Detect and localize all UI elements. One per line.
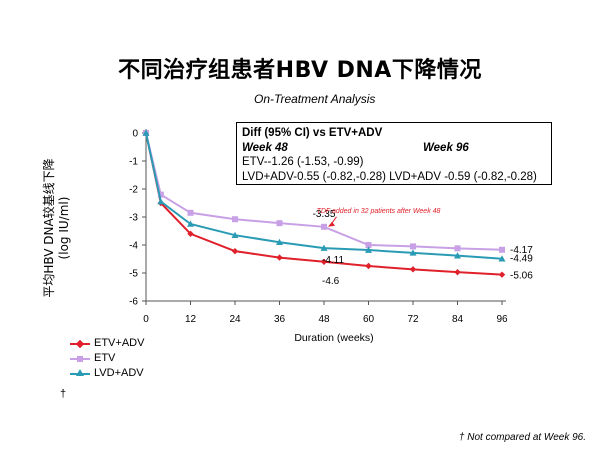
point-lvd-adv <box>231 231 239 238</box>
chart-subtitle: On-Treatment Analysis <box>254 92 376 106</box>
series-line-etv-adv <box>145 132 503 276</box>
stats-line-etv: ETV--1.26 (-1.53, -0.99) <box>242 156 364 168</box>
stats-box: Diff (95% CI) vs ETV+ADV Week 48 Week 96… <box>236 122 552 185</box>
y-tick-label: -3 <box>129 213 138 224</box>
legend-marker-etv-adv <box>75 339 85 349</box>
point-lvd-adv <box>142 129 150 136</box>
legend-item-lvd-adv: LVD+ADV <box>70 366 144 381</box>
dagger-mark: † <box>60 388 67 400</box>
point-etv <box>187 209 194 216</box>
data-label: -4.11 <box>322 255 344 266</box>
point-etv <box>157 191 164 198</box>
point-lvd-adv <box>409 249 417 256</box>
annotation-text: TDF added in 32 patients after Week 48 <box>317 208 441 215</box>
point-etv <box>365 242 372 248</box>
point-etv <box>321 223 327 230</box>
x-tick-label: 36 <box>274 314 286 325</box>
data-label: -3.35 <box>313 209 336 220</box>
page-title: 不同治疗组患者HBV DNA下降情况 <box>118 58 482 83</box>
data-label: -4.17 <box>510 245 533 256</box>
stats-week48-label: Week 48 <box>242 141 288 154</box>
point-lvd-adv <box>320 244 328 251</box>
stats-week-labels: Week 48 Week 96 <box>242 141 546 156</box>
x-tick-label: 60 <box>363 314 375 325</box>
point-lvd-adv <box>187 220 194 227</box>
data-label: -4.6 <box>322 276 340 287</box>
stats-header: Diff (95% CI) vs ETV+ADV <box>242 127 383 139</box>
point-etv <box>454 245 461 252</box>
point-etv-adv <box>365 262 372 270</box>
legend-label-lvd-adv: LVD+ADV <box>94 367 144 379</box>
legend: ETV+ADV ETV LVD+ADV <box>70 336 144 381</box>
point-etv-adv <box>320 258 328 265</box>
y-tick-label: 0 <box>132 129 138 140</box>
annotation-arrowhead <box>328 221 335 227</box>
point-etv <box>276 220 283 227</box>
x-tick-label: 84 <box>452 314 464 325</box>
x-tick-label: 12 <box>185 314 197 325</box>
point-etv-adv <box>454 268 461 276</box>
x-tick-label: 72 <box>407 314 419 325</box>
x-tick-label: 24 <box>229 314 241 325</box>
point-etv-adv <box>187 230 194 237</box>
x-tick-label: 0 <box>143 314 149 325</box>
point-lvd-adv <box>276 238 283 245</box>
point-etv-adv <box>498 271 506 278</box>
y-tick-label: -1 <box>129 157 138 168</box>
point-lvd-adv <box>157 198 165 205</box>
series-line-etv <box>145 132 503 251</box>
y-tick-label: -5 <box>129 269 138 280</box>
y-tick-label: -6 <box>129 297 138 308</box>
x-tick-label: 96 <box>496 314 508 325</box>
legend-marker-etv <box>77 356 83 362</box>
y-tick-label: -2 <box>129 185 138 196</box>
data-label: -5.06 <box>510 271 533 282</box>
data-label: -4.49 <box>510 254 533 265</box>
point-etv <box>232 216 238 223</box>
point-etv-adv <box>409 266 417 273</box>
point-etv-adv <box>231 247 239 255</box>
x-tick-label: 48 <box>318 314 330 325</box>
stats-line-lvd-adv: LVD+ADV-0.55 (-0.82,-0.28) LVD+ADV -0.59… <box>242 170 537 183</box>
legend-item-etv-adv: ETV+ADV <box>70 336 144 351</box>
point-lvd-adv <box>454 252 461 259</box>
point-lvd-adv <box>498 255 506 262</box>
legend-marker-lvd-adv <box>76 369 84 376</box>
stats-week96-label: Week 96 <box>423 141 469 154</box>
point-etv-adv <box>276 254 283 261</box>
y-tick-label: -4 <box>129 241 138 252</box>
legend-item-etv: ETV <box>70 351 144 366</box>
footnote: † Not compared at Week 96. <box>458 432 586 443</box>
series-line-lvd-adv <box>145 132 503 260</box>
x-axis-label: Duration (weeks) <box>294 332 373 344</box>
legend-label-etv-adv: ETV+ADV <box>94 337 145 349</box>
legend-label-etv: ETV <box>94 352 116 364</box>
point-etv <box>410 243 416 250</box>
point-etv <box>499 246 505 253</box>
point-lvd-adv <box>365 246 372 253</box>
